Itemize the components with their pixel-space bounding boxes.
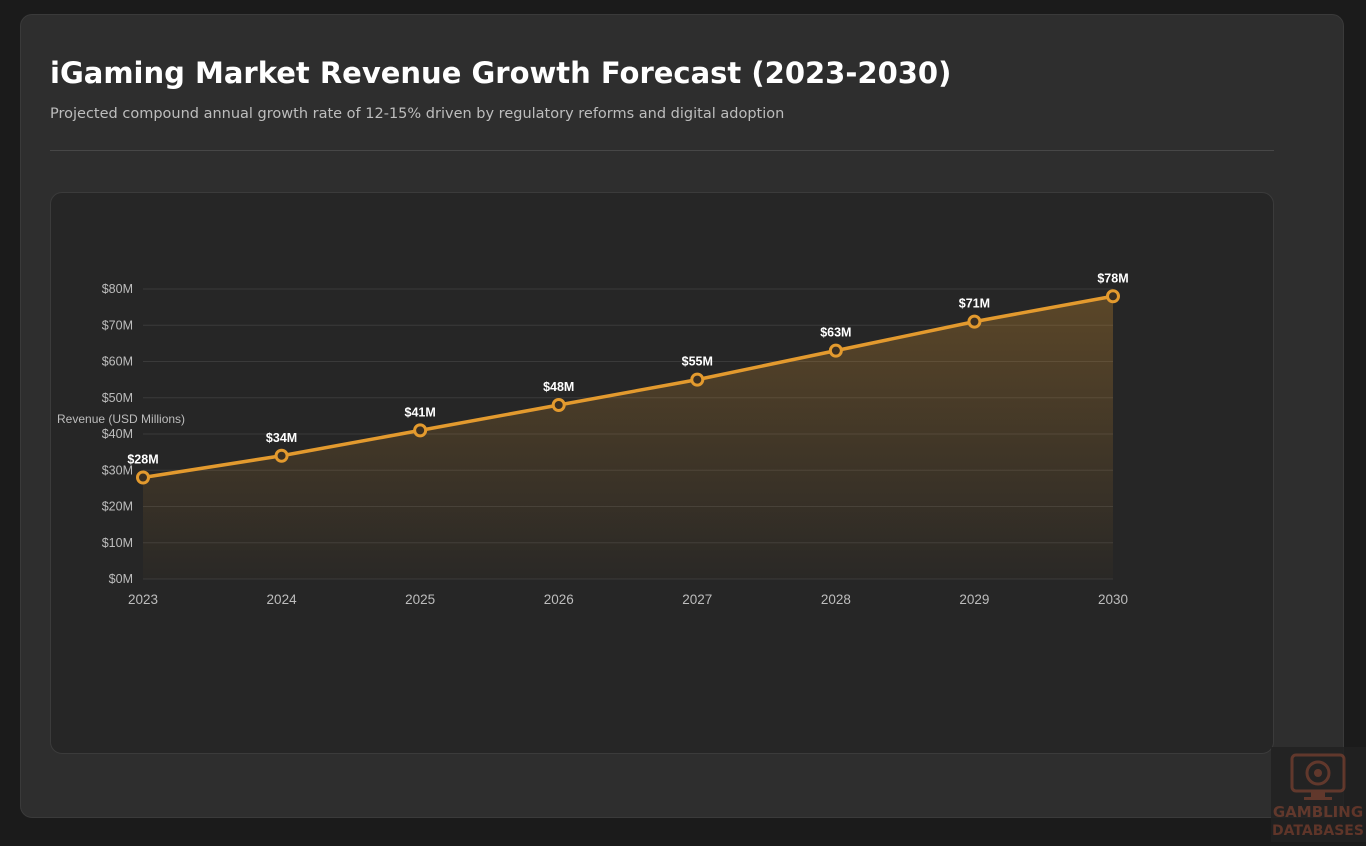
y-tick-label: $60M: [102, 355, 133, 369]
header-divider: [50, 150, 1274, 151]
page-subtitle: Projected compound annual growth rate of…: [50, 106, 785, 122]
x-tick-label: 2026: [544, 592, 574, 607]
data-label: $48M: [543, 380, 574, 394]
data-point[interactable]: [967, 314, 982, 329]
data-point[interactable]: [690, 372, 705, 387]
data-point[interactable]: [136, 470, 150, 485]
watermark-line1: GAMBLING: [1273, 803, 1363, 821]
series-area-fill: [143, 296, 1113, 579]
x-tick-label: 2030: [1098, 592, 1128, 607]
chart-panel: $0M $10M $20M $30M $40M $50M $60M $70M $80M 2023…: [50, 192, 1274, 754]
y-tick-label: $0M: [109, 572, 133, 586]
series-revenue: [136, 289, 1120, 579]
y-tick-label: $70M: [102, 318, 133, 332]
data-label: $71M: [959, 297, 990, 311]
page-title: iGaming Market Revenue Growth Forecast (…: [50, 56, 952, 90]
watermark-line2: DATABASES: [1272, 823, 1364, 839]
data-point[interactable]: [1106, 289, 1120, 304]
y-tick-label: $50M: [102, 391, 133, 405]
x-tick-label: 2024: [267, 592, 298, 607]
y-tick-label: $40M: [102, 427, 133, 441]
x-axis-ticks: 2023 2024 2025 2026 2027 2028 2029 2030: [128, 592, 1128, 607]
series-line: [141, 294, 1115, 480]
data-label: $63M: [820, 326, 851, 340]
data-point[interactable]: [551, 398, 566, 412]
y-axis-label: Revenue (USD Millions): [57, 412, 185, 426]
monitor-poker-chip-icon: [1290, 753, 1346, 800]
data-label: $78M: [1097, 271, 1128, 285]
x-tick-label: 2029: [959, 592, 989, 607]
y-tick-label: $30M: [102, 463, 133, 477]
data-point[interactable]: [274, 448, 289, 463]
x-tick-label: 2023: [128, 592, 158, 607]
data-label: $55M: [682, 355, 713, 369]
data-point[interactable]: [413, 423, 428, 438]
x-tick-label: 2027: [682, 592, 712, 607]
data-label: $41M: [405, 405, 436, 419]
y-tick-label: $80M: [102, 282, 133, 296]
data-label: $34M: [266, 431, 297, 445]
x-tick-label: 2028: [821, 592, 851, 607]
y-tick-label: $10M: [102, 536, 133, 550]
data-point[interactable]: [828, 343, 843, 358]
y-axis-ticks: $0M $10M $20M $30M $40M $50M $60M $70M $80M: [102, 282, 133, 586]
revenue-area-chart: $0M $10M $20M $30M $40M $50M $60M $70M $80M 2023…: [57, 271, 1129, 607]
data-label: $28M: [127, 453, 158, 467]
x-tick-label: 2025: [405, 592, 435, 607]
data-labels: $28M $34M $41M $48M $55M $63M $71M $78M: [127, 271, 1128, 466]
watermark-logo: GAMBLING DATABASES: [1271, 747, 1366, 842]
y-tick-label: $20M: [102, 500, 133, 514]
